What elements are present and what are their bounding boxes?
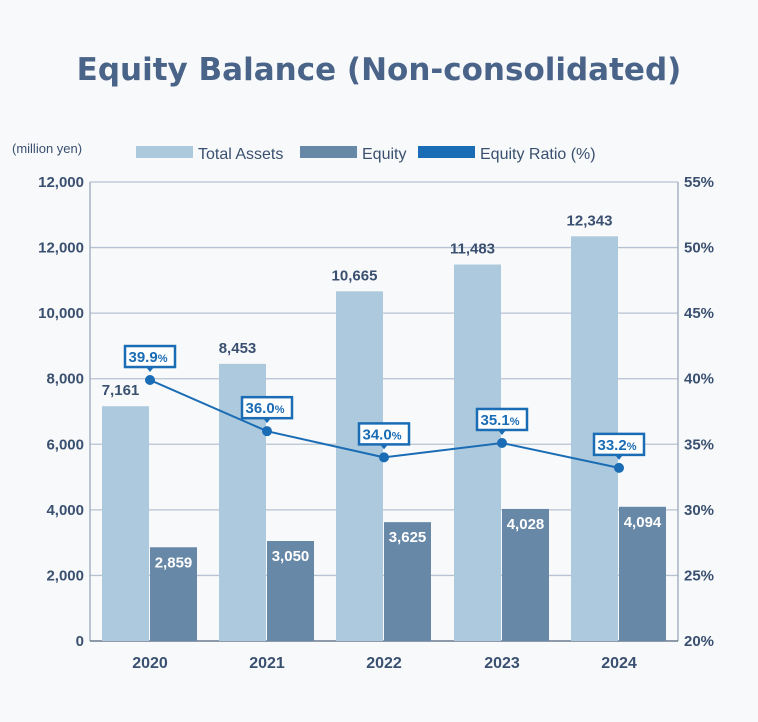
ratio-point [262,426,272,437]
label-equity: 4,094 [624,514,662,531]
x-tick: 2021 [249,655,285,672]
y-right-tick: 35% [684,436,714,453]
ratio-point [497,437,507,448]
y-right-tick: 20% [684,633,714,650]
legend-label: Equity [362,146,406,163]
bar-equity [150,547,197,641]
label-equity: 3,050 [272,548,310,565]
legend-swatch [418,146,475,158]
y-right-tick: 45% [684,305,714,322]
x-tick: 2020 [132,655,168,672]
ratio-label-pointer [498,429,506,435]
bar-total-assets [102,406,149,641]
ratio-label: 35.1% [481,412,520,429]
bar-total-assets [454,264,501,641]
bar-equity [619,506,666,641]
label-total-assets: 12,343 [567,212,613,229]
y-left-tick: 10,000 [38,305,84,322]
ratio-label: 34.0% [363,426,402,443]
legend-swatch [136,146,193,158]
label-equity: 2,859 [155,554,193,571]
y-right-tick: 25% [684,567,714,584]
bar-equity [384,522,431,641]
label-equity: 3,625 [389,529,427,546]
y-right-tick: 55% [684,174,714,191]
ratio-label: 36.0% [246,400,285,417]
label-total-assets: 8,453 [219,340,257,357]
bar-total-assets [336,291,383,641]
ratio-label-pointer [263,418,271,424]
y-left-tick: 4,000 [46,502,84,519]
ratio-label-pointer [615,454,623,460]
x-tick: 2022 [366,655,402,672]
bar-equity [267,541,314,641]
chart-title: Equity Balance (Non-consolidated) [76,52,682,88]
ratio-point [614,462,624,473]
y-right-tick: 30% [684,502,714,519]
ratio-point [145,375,155,386]
ratio-label: 39.9% [129,349,168,366]
y-left-tick: 0 [76,633,84,650]
legend-label: Equity Ratio (%) [480,146,596,163]
y-left-tick: 2,000 [46,567,84,584]
legend-swatch [300,146,357,158]
bar-equity [502,508,549,641]
x-tick: 2024 [601,655,637,672]
label-total-assets: 11,483 [450,241,495,258]
legend-label: Total Assets [198,146,283,163]
ratio-label: 33.2% [598,437,637,454]
y-left-tick: 6,000 [46,436,84,453]
y-left-tick: 8,000 [46,371,84,388]
y-right-tick: 50% [684,240,714,257]
label-total-assets: 10,665 [332,267,378,284]
label-total-assets: 7,161 [102,382,140,399]
y-left-tick: 12,000 [38,240,84,257]
y-right-tick: 40% [684,371,714,388]
ratio-label-pointer [146,367,154,373]
label-equity: 4,028 [507,516,545,533]
ratio-point [379,452,389,463]
ratio-label-pointer [380,444,388,450]
y-left-tick: 12,000 [38,174,84,191]
x-tick: 2023 [484,655,520,672]
y-left-label: (million yen) [12,141,82,156]
